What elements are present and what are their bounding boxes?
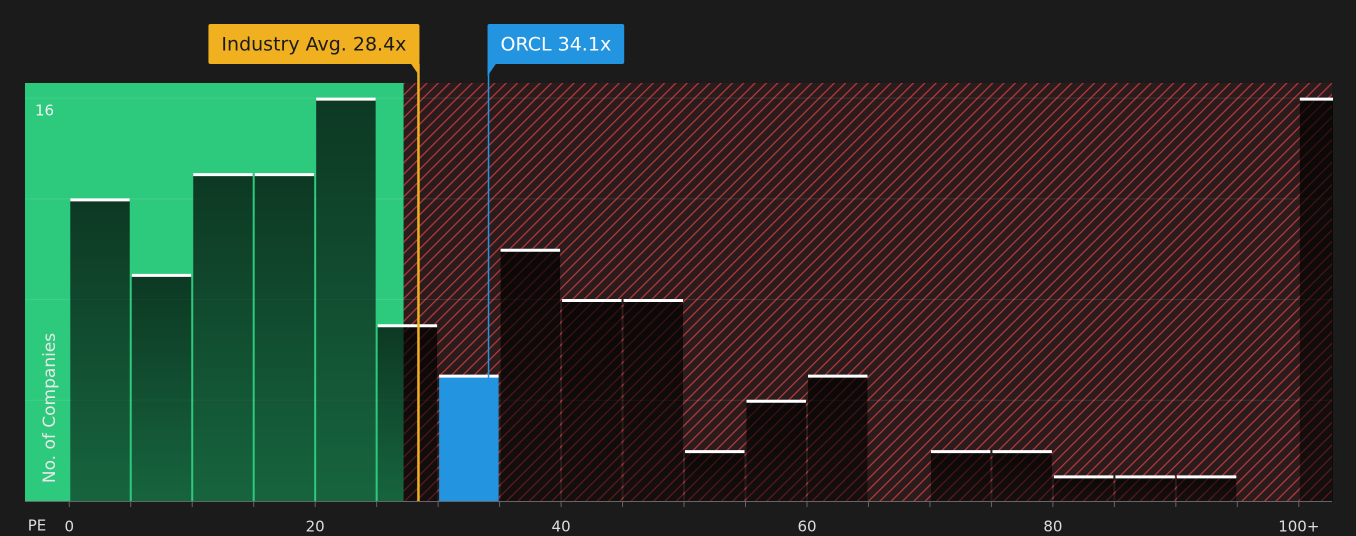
overflow-bar [1299, 98, 1333, 502]
bar [1053, 475, 1114, 501]
bar [377, 324, 438, 501]
bar [131, 274, 192, 501]
bar [254, 173, 315, 501]
bar [992, 450, 1052, 501]
x-tick-label: 0 [64, 518, 74, 536]
y-axis-label: No. of Companies [40, 333, 60, 483]
bar [439, 375, 499, 501]
bar [807, 375, 868, 501]
marker-label: Industry Avg. 28.4x [221, 34, 406, 56]
marker-box [487, 24, 625, 64]
marker-box [208, 24, 420, 64]
bar [623, 299, 684, 501]
x-tick-label: 60 [797, 518, 816, 536]
x-tick-label: 80 [1043, 518, 1062, 536]
marker-label: ORCL 34.1x [501, 34, 612, 56]
bar [1176, 475, 1237, 501]
marker-pointer [410, 63, 420, 76]
x-tick-label: 20 [306, 518, 325, 536]
bar [193, 173, 253, 501]
bar [746, 400, 806, 501]
bar [70, 198, 130, 501]
bar [685, 450, 745, 501]
y-tick-label: 16 [35, 102, 54, 120]
x-tick-label: 100+ [1278, 518, 1319, 536]
bar [500, 249, 561, 501]
x-axis-label: PE [28, 517, 47, 535]
marker-pointer [487, 63, 497, 76]
bar [562, 299, 622, 501]
bar [316, 98, 376, 502]
x-tick-label: 40 [552, 518, 571, 536]
bar [1115, 475, 1175, 501]
bar [930, 450, 991, 501]
